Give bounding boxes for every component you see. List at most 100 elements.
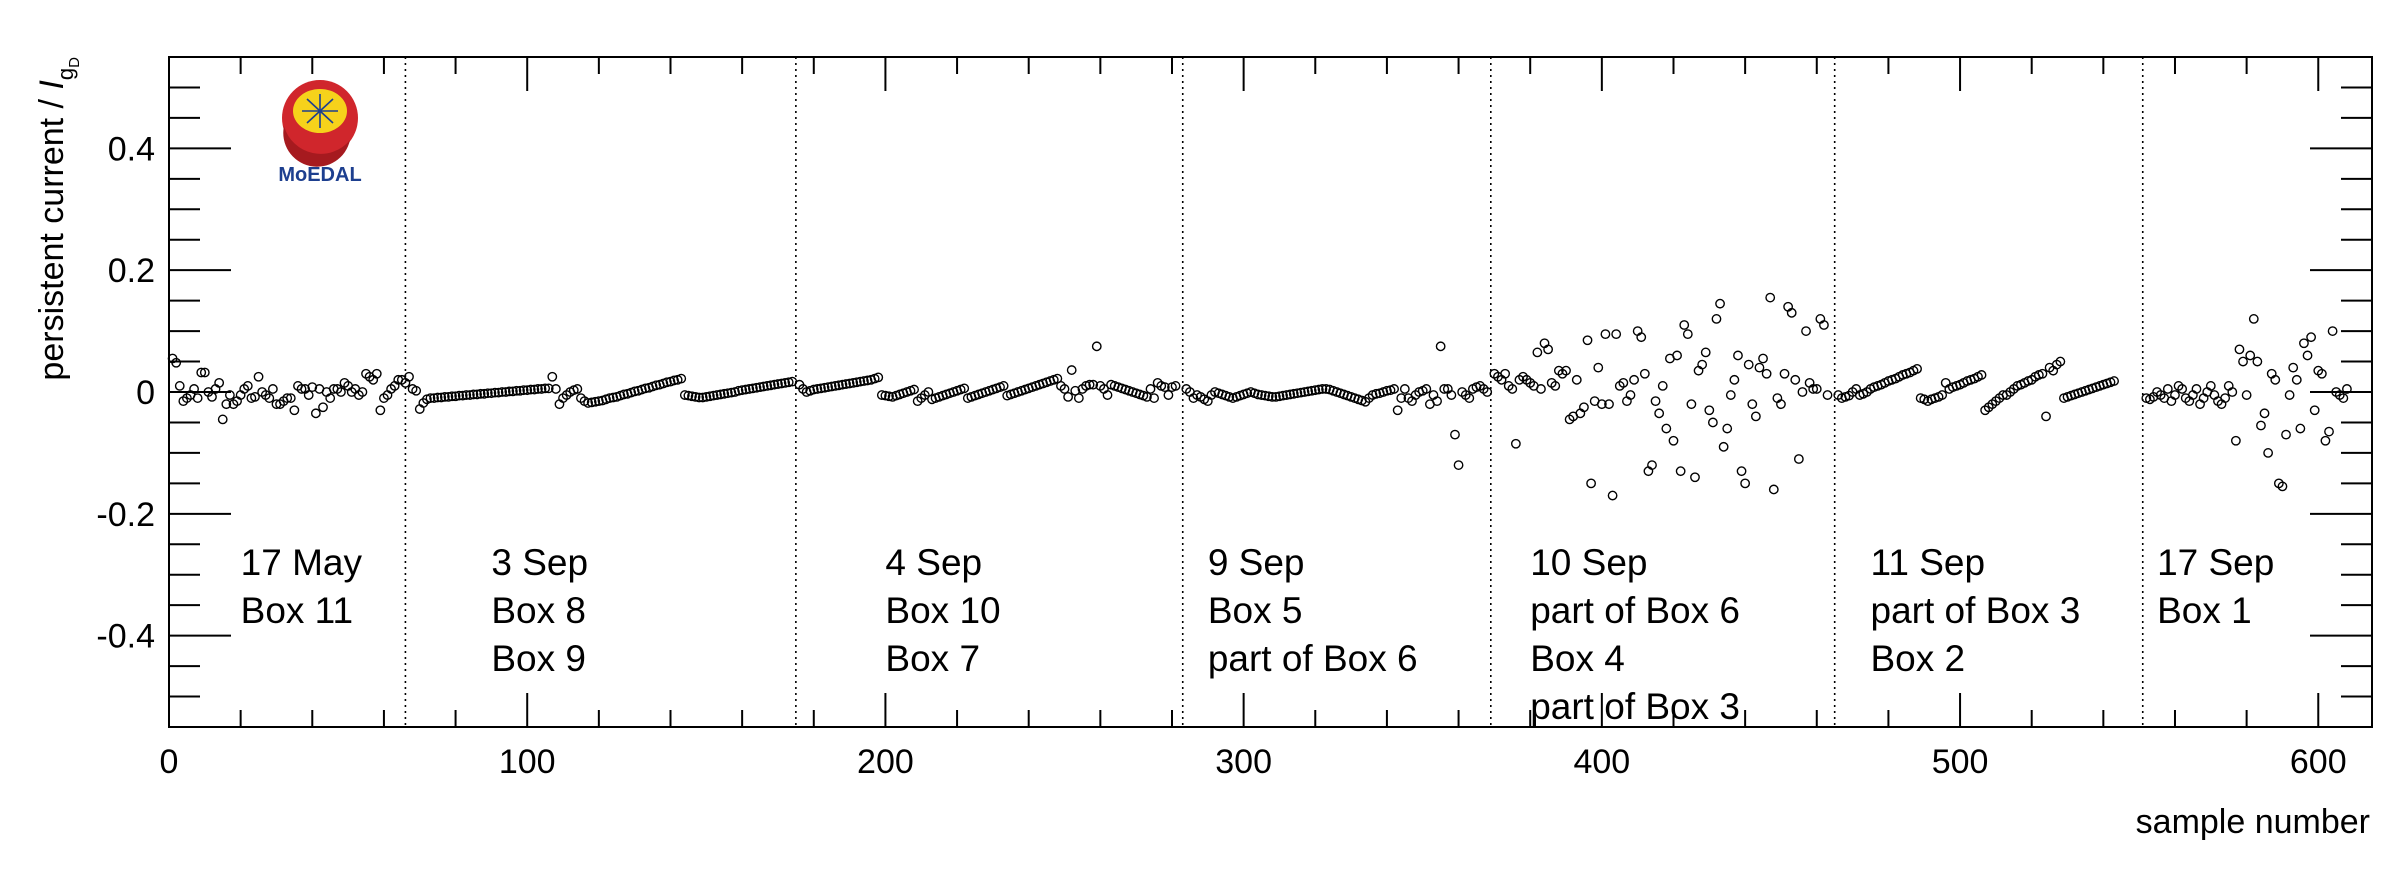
data-point (2230, 435, 2241, 446)
data-point (1510, 438, 1521, 449)
data-point (819, 382, 830, 393)
data-point (851, 377, 862, 388)
data-point (726, 387, 737, 398)
data-point (701, 391, 712, 402)
data-point (1170, 381, 1181, 391)
y-tick-label: 0.2 (108, 252, 155, 290)
annotation-line: part of Box 3 (1530, 686, 1740, 727)
data-point (1822, 390, 1833, 400)
data-point (1715, 298, 1725, 309)
data-point (511, 385, 522, 396)
data-point (1725, 390, 1736, 400)
data-point (740, 384, 751, 395)
data-point (1618, 377, 1629, 388)
data-point (1747, 399, 1758, 410)
data-point (1281, 390, 1292, 400)
data-point (1142, 391, 1152, 402)
data-point (432, 392, 443, 403)
data-point (1733, 350, 1743, 361)
annotation-line: Box 4 (1530, 638, 1625, 679)
data-point (669, 375, 679, 386)
annotation-line: 9 Sep (1208, 542, 1305, 583)
data-point (808, 384, 819, 395)
data-point (461, 390, 472, 400)
period-dividers (404, 57, 2144, 727)
data-point (493, 387, 504, 398)
data-point (1761, 368, 1772, 379)
data-point (482, 388, 493, 399)
data-point (1482, 387, 1493, 397)
data-point (472, 389, 482, 400)
data-point (189, 384, 199, 394)
data-point (1288, 388, 1299, 399)
data-point (1313, 384, 1324, 395)
data-point (1711, 314, 1722, 324)
moedal-logo: MoEDAL (278, 80, 362, 186)
data-point (683, 390, 694, 401)
data-point (1912, 363, 1922, 374)
data-point (2291, 374, 2302, 385)
data-point (550, 384, 561, 394)
data-point (1432, 396, 1442, 407)
data-point (490, 387, 500, 398)
data-point (773, 379, 783, 389)
data-point (747, 383, 758, 394)
data-point (783, 377, 794, 388)
data-point (640, 383, 651, 394)
data-point (2259, 408, 2270, 419)
data-point (264, 393, 275, 403)
data-point (336, 387, 346, 397)
data-point (2281, 429, 2291, 440)
data-point (676, 373, 687, 384)
annotation-line: 3 Sep (491, 542, 588, 583)
data-point (447, 391, 457, 402)
data-point (2162, 384, 2173, 394)
data-point (525, 384, 536, 395)
data-point (1682, 329, 1693, 340)
x-tick-label: 600 (2290, 743, 2347, 781)
data-point (1453, 460, 1464, 470)
data-point (457, 390, 468, 401)
data-point (310, 408, 321, 419)
data-point (1808, 384, 1819, 394)
data-point (429, 393, 439, 403)
data-point (1937, 390, 1948, 400)
data-point (242, 381, 253, 391)
data-point (1392, 405, 1403, 416)
data-point (2041, 411, 2051, 422)
data-point (1270, 391, 1281, 402)
data-point (2288, 362, 2299, 373)
data-point (2191, 384, 2202, 394)
data-point (547, 371, 558, 382)
data-point (2299, 338, 2309, 349)
data-point (884, 391, 894, 402)
data-point (1571, 374, 1582, 385)
data-point (540, 383, 551, 394)
annotation-line: Box 10 (885, 590, 1000, 631)
data-point (1700, 347, 1711, 358)
data-point (651, 380, 662, 391)
data-point (1149, 393, 1159, 403)
data-point (1718, 441, 1729, 452)
data-point (690, 391, 701, 402)
data-point (1686, 399, 1697, 410)
annotation-line: Box 9 (491, 638, 586, 679)
data-point (1066, 365, 1077, 375)
data-point (733, 385, 744, 396)
data-point (1786, 307, 1797, 318)
data-point (2227, 387, 2238, 397)
data-point (833, 380, 844, 391)
data-point (2205, 381, 2216, 391)
logo-starburst (302, 94, 338, 128)
x-tick-label: 200 (857, 743, 914, 781)
annotation-line: Box 8 (491, 590, 586, 631)
data-point (1421, 384, 1432, 394)
data-point (1740, 478, 1751, 489)
data-point (1256, 390, 1267, 400)
data-point (590, 396, 601, 407)
data-point (1604, 399, 1614, 410)
data-point (830, 381, 841, 391)
data-point (679, 390, 690, 400)
annotation-line: 4 Sep (885, 542, 982, 583)
data-point (1768, 484, 1779, 495)
